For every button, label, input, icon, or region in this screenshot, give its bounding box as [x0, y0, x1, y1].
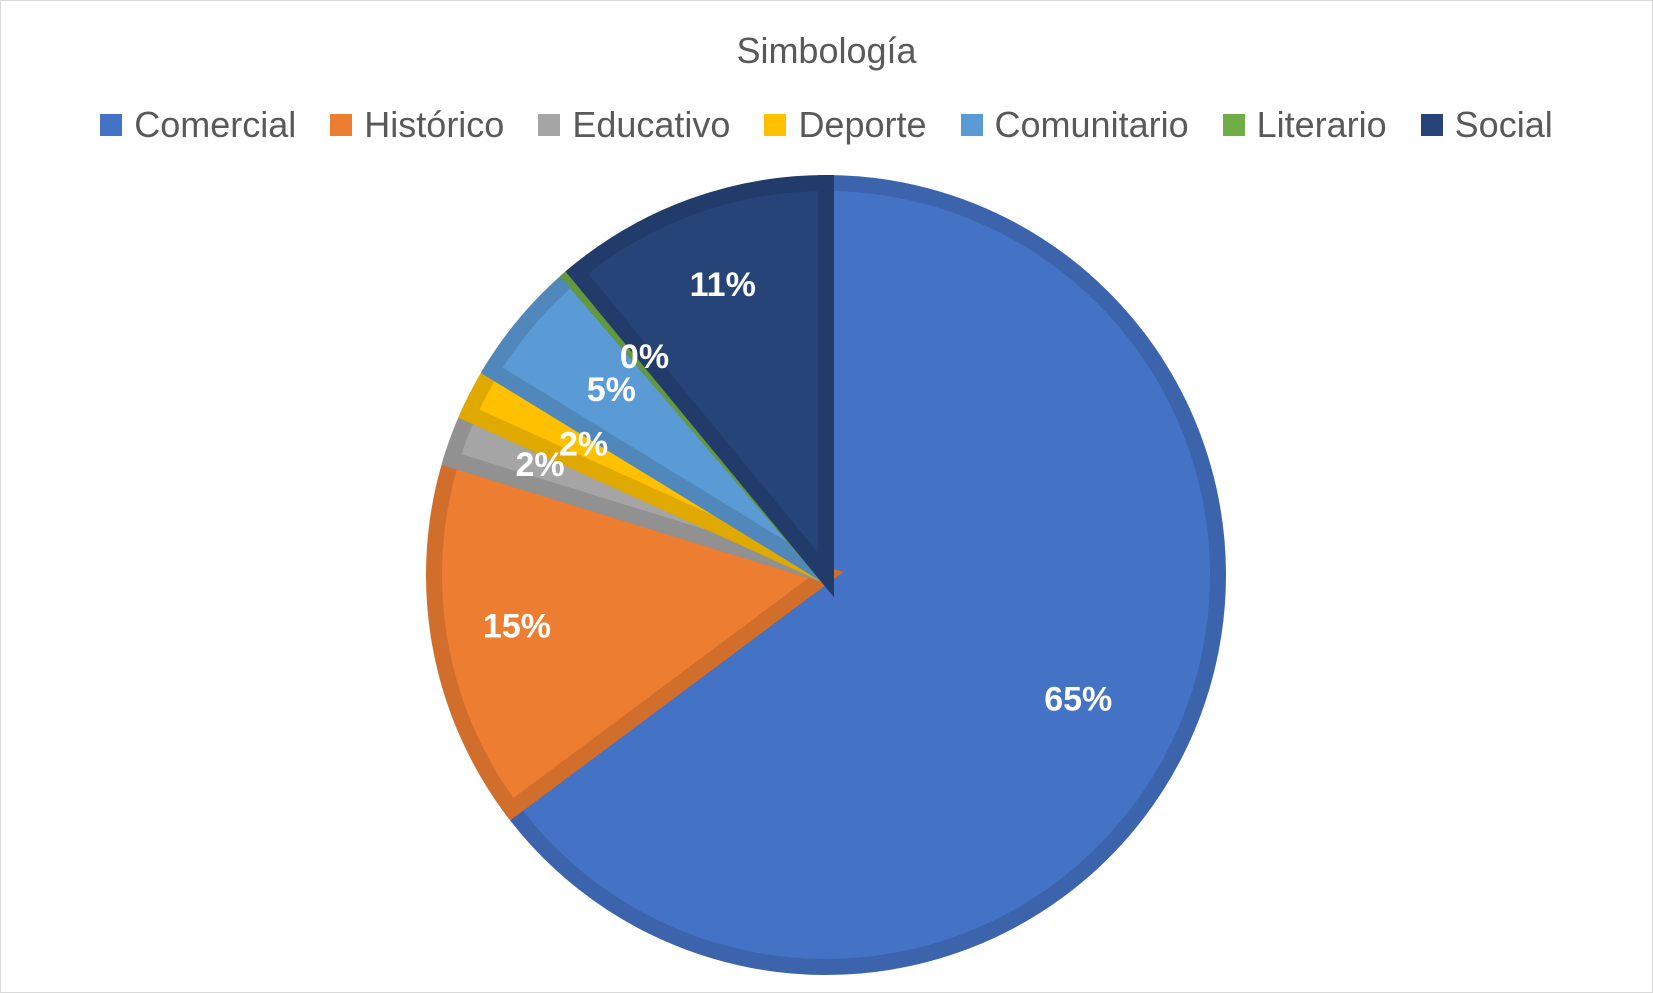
legend-label-social: Social — [1454, 104, 1553, 145]
data-label-deporte: 2% — [559, 426, 608, 464]
data-label-historico: 15% — [483, 607, 551, 645]
legend-swatch-educativo — [538, 114, 561, 136]
pie-slice-comercial — [500, 174, 1226, 975]
legend-swatch-comercial — [100, 114, 123, 136]
legend-item-educativo: Educativo — [538, 104, 730, 146]
legend-label-comunitario: Comunitario — [994, 104, 1189, 145]
legend-label-educativo: Educativo — [572, 104, 731, 145]
pie-slice-social — [565, 174, 834, 598]
legend-label-comercial: Comercial — [134, 104, 297, 145]
data-label-social: 11% — [690, 266, 756, 304]
legend-item-comercial: Comercial — [100, 104, 296, 146]
legend-item-deporte: Deporte — [764, 104, 927, 146]
legend-swatch-historico — [330, 114, 353, 136]
legend-swatch-comunitario — [960, 114, 983, 136]
legend-swatch-deporte — [764, 114, 787, 136]
chart-title: Simbología — [736, 30, 917, 71]
legend-item-social: Social — [1420, 104, 1553, 146]
legend-label-historico: Histórico — [364, 104, 505, 145]
legend-item-historico: Histórico — [330, 104, 504, 146]
data-label-literario: 0% — [620, 338, 669, 376]
legend-item-literario: Literario — [1222, 104, 1387, 146]
data-label-educativo: 2% — [515, 446, 564, 484]
data-label-comercial: 65% — [1044, 681, 1112, 719]
legend-label-literario: Literario — [1256, 104, 1387, 145]
data-label-comunitario: 5% — [587, 371, 636, 409]
legend-swatch-literario — [1222, 114, 1245, 136]
legend-item-comunitario: Comunitario — [960, 104, 1189, 146]
legend-label-deporte: Deporte — [798, 104, 927, 145]
legend-swatch-social — [1420, 114, 1443, 136]
legend: Comercial Histórico Educativo Deporte Comuni… — [0, 104, 1653, 146]
